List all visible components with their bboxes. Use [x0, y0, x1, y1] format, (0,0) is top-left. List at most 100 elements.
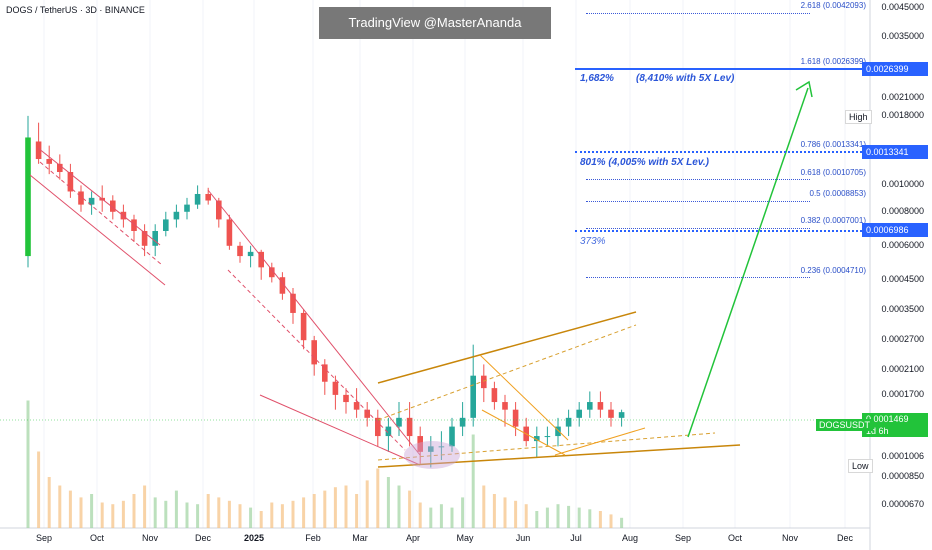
- candle: [300, 309, 307, 350]
- candle: [247, 245, 254, 268]
- candle: [237, 241, 243, 263]
- candle: [534, 426, 540, 458]
- candle: [587, 391, 593, 418]
- gain-annotation: (8,410% with 5X Lev): [636, 73, 735, 84]
- candle: [67, 163, 74, 198]
- candle: [194, 185, 201, 209]
- volume-bar: [79, 497, 83, 528]
- candle: [375, 409, 381, 447]
- volume-bar: [153, 497, 157, 528]
- volume-bar: [408, 490, 412, 528]
- volume-bar: [217, 497, 221, 528]
- fib-label: 1.618 (0.0026399): [800, 57, 866, 66]
- candle: [428, 436, 434, 468]
- candle: [364, 402, 370, 427]
- candle: [216, 197, 222, 228]
- volume-bar: [556, 504, 560, 528]
- candle: [576, 402, 582, 427]
- ticker-tag: DOGSUSDT: [816, 419, 874, 431]
- fib-line: [586, 228, 810, 229]
- fib-line: [586, 201, 810, 202]
- volume-bar: [461, 497, 465, 528]
- volume-bar: [524, 504, 528, 528]
- candle: [459, 402, 466, 437]
- volume-bar: [280, 504, 284, 528]
- volume-bar: [196, 504, 200, 528]
- volume-bar: [535, 511, 539, 528]
- target-arrow: [687, 87, 809, 438]
- candle: [449, 417, 455, 452]
- volume-bar: [312, 494, 316, 528]
- time-label: Mar: [352, 533, 368, 543]
- fib-label: 2.618 (0.0042093): [800, 1, 866, 10]
- volume-bar: [418, 502, 422, 528]
- volume-bar: [249, 507, 253, 528]
- volume-bar: [238, 504, 242, 528]
- volume-bar: [429, 507, 433, 528]
- time-label: Feb: [305, 533, 321, 543]
- candle: [152, 224, 158, 257]
- candle: [396, 402, 402, 437]
- time-label: Jul: [570, 533, 582, 543]
- candle: [555, 417, 561, 447]
- candle: [184, 197, 190, 220]
- price-box-fib-786: 0.0013341: [862, 145, 928, 159]
- volume-bar: [386, 477, 390, 528]
- candle: [311, 335, 317, 376]
- candle: [78, 185, 84, 212]
- trend-line: [259, 394, 421, 466]
- volume-bar: [111, 504, 115, 528]
- trend-line: [37, 147, 161, 246]
- fib-label: 0.786 (0.0013341): [800, 140, 866, 149]
- candle: [597, 391, 604, 418]
- fib-line: [586, 277, 810, 278]
- candle: [226, 214, 233, 250]
- candle: [417, 426, 423, 464]
- volume-bar: [514, 500, 518, 528]
- candle: [565, 409, 572, 437]
- candle: [343, 388, 349, 414]
- volume-bar: [302, 497, 306, 528]
- volume-bar: [90, 494, 94, 528]
- volume-bar: [259, 511, 263, 528]
- candle: [491, 381, 498, 410]
- volume-bar: [291, 500, 295, 528]
- fib-line: [575, 68, 870, 70]
- volume-bar: [227, 500, 231, 528]
- volume-bar: [323, 490, 327, 528]
- candle: [470, 344, 476, 427]
- volume-bar: [365, 480, 369, 528]
- volume-bar: [132, 494, 136, 528]
- candle: [258, 249, 264, 280]
- low-tag: Low: [848, 459, 873, 473]
- volume-bar: [620, 517, 624, 528]
- candle: [385, 417, 392, 452]
- candle: [502, 394, 508, 427]
- gain-annotation: 1,682%: [580, 73, 614, 84]
- time-label: Nov: [141, 533, 159, 543]
- volume-bar: [164, 500, 168, 528]
- trend-line: [554, 427, 646, 456]
- trend-line: [479, 354, 569, 441]
- price-label: 0.0000670: [881, 498, 924, 509]
- volume-bar: [143, 485, 147, 528]
- volume-bar: [588, 509, 592, 528]
- price-label: 0.0002700: [881, 334, 924, 345]
- candle: [544, 426, 551, 447]
- time-label: Dec: [836, 533, 854, 543]
- candle: [618, 409, 625, 427]
- candle: [269, 262, 275, 283]
- time-label: Oct: [727, 533, 743, 543]
- volume-bar: [376, 468, 380, 528]
- time-label: 2025: [243, 533, 265, 543]
- volume-bar: [397, 485, 401, 528]
- candle: [481, 364, 487, 403]
- candle: [88, 191, 95, 215]
- time-label: Oct: [89, 533, 105, 543]
- fib-label: 0.382 (0.0007001): [800, 216, 866, 225]
- price-label: 0.0018000: [881, 109, 924, 120]
- bottom-highlight: [404, 441, 460, 469]
- high-tag: High: [845, 110, 872, 124]
- candle: [322, 359, 328, 395]
